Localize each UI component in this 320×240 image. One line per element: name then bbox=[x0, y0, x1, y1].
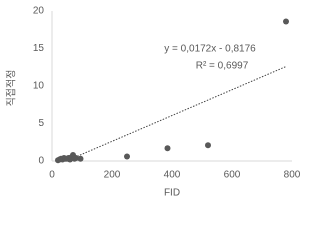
x-axis-label: FID bbox=[164, 188, 180, 199]
y-tick-label: 10 bbox=[33, 81, 45, 92]
y-axis-label: 직접적정 bbox=[6, 70, 18, 107]
data-point bbox=[205, 142, 211, 149]
x-tick-label: 0 bbox=[49, 170, 55, 181]
data-point bbox=[283, 18, 289, 25]
y-tick-label: 15 bbox=[33, 43, 45, 54]
data-point bbox=[124, 153, 130, 160]
x-tick-label: 400 bbox=[164, 170, 181, 181]
chart: FID 직접적정 y = 0,0172x - 0,8176 R² = 0,699… bbox=[6, 6, 301, 199]
data-point bbox=[73, 155, 79, 161]
r-squared: R² = 0,6997 bbox=[196, 61, 249, 72]
y-tick-label: 5 bbox=[38, 118, 44, 129]
data-point bbox=[164, 145, 171, 152]
x-tick-label: 800 bbox=[284, 170, 301, 181]
x-tick-label: 200 bbox=[104, 170, 121, 181]
y-tick-label: 20 bbox=[33, 6, 45, 17]
x-tick-label: 600 bbox=[224, 170, 241, 181]
trendline-equation: y = 0,0172x - 0,8176 bbox=[164, 44, 256, 55]
y-tick-label: 0 bbox=[38, 156, 44, 167]
trendline bbox=[66, 66, 287, 162]
data-point bbox=[77, 155, 84, 162]
